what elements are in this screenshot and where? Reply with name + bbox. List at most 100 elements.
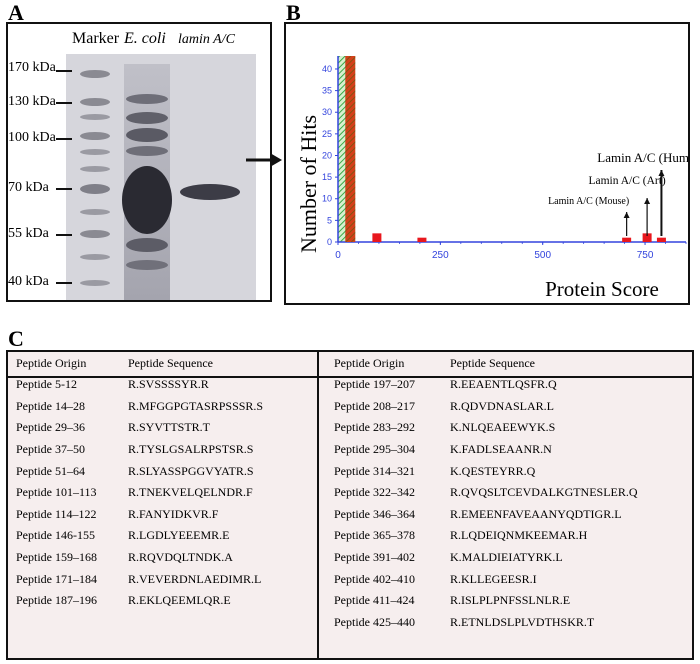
peptide-origin-cell: Peptide 411–424 bbox=[334, 593, 415, 608]
peptide-origin-cell: Peptide 365–378 bbox=[334, 528, 415, 543]
peptide-origin-cell: Peptide 391–402 bbox=[334, 550, 415, 565]
y-tick-label: 0 bbox=[327, 237, 332, 247]
peptide-origin-cell: Peptide 159–168 bbox=[16, 550, 97, 565]
y-tick-label: 35 bbox=[322, 86, 332, 96]
peptide-origin-cell: Peptide 322–342 bbox=[334, 485, 415, 500]
peptide-origin-cell: Peptide 5-12 bbox=[16, 377, 77, 392]
peptide-origin-cell: Peptide 425–440 bbox=[334, 614, 415, 629]
y-tick-label: 25 bbox=[322, 129, 332, 139]
peptide-origin-cell: Peptide 171–184 bbox=[16, 571, 97, 586]
peptide-sequence-cell: K.MALDIEIATYRK.L bbox=[450, 550, 563, 565]
marker-label: 70 kDa bbox=[8, 180, 49, 195]
y-tick-label: 20 bbox=[322, 150, 332, 160]
peptide-origin-cell: Peptide 208–217 bbox=[334, 398, 415, 413]
y-tick-label: 10 bbox=[322, 194, 332, 204]
panel-label-c: C bbox=[8, 326, 24, 351]
lane-label-lamin: lamin A/C bbox=[178, 32, 235, 47]
peptide-sequence-cell: R.KLLEGEESR.I bbox=[450, 571, 537, 586]
x-tick-label: 0 bbox=[335, 250, 341, 261]
table-row: Peptide 146-155 R.LGDLYEEEMR.E bbox=[8, 525, 318, 547]
x-tick-label: 500 bbox=[534, 250, 551, 261]
peptide-sequence-cell: R.MFGGPGTASRPSSSR.S bbox=[128, 398, 264, 413]
peptide-sequence-cell: R.ISLPLPNFSSLNLR.E bbox=[450, 593, 571, 608]
table-row: Peptide 51–64 R.SLYASSPGGVYATR.S bbox=[8, 460, 318, 482]
peptide-origin-cell: Peptide 295–304 bbox=[334, 442, 415, 457]
peptide-table-right: Peptide Origin Peptide Sequence Peptide … bbox=[326, 352, 694, 633]
peptide-origin-cell: Peptide 14–28 bbox=[16, 398, 85, 413]
table-row: Peptide 322–342 R.QVQSLTCEVDALKGTNESLER.Q bbox=[326, 482, 694, 504]
table-row: Peptide 14–28 R.MFGGPGTASRPSSSR.S bbox=[8, 396, 318, 418]
table-row: Peptide 283–292 K.NLQEAEEWYK.S bbox=[326, 417, 694, 439]
peptide-sequence-cell: R.QDVDNASLAR.L bbox=[450, 398, 555, 413]
peptide-sequence-cell: R.LQDEIQNMKEEMAR.H bbox=[450, 528, 588, 543]
histogram-bar bbox=[345, 56, 356, 242]
x-tick-label: 250 bbox=[432, 250, 449, 261]
y-tick-label: 40 bbox=[322, 64, 332, 74]
peptide-sequence-cell: R.VEVERDNLAEDIMR.L bbox=[128, 571, 262, 586]
table-row: Peptide 346–364 R.EMEENFAVEAANYQDTIGR.L bbox=[326, 504, 694, 526]
peptide-sequence-cell: R.EEAENTLQSFR.Q bbox=[450, 377, 557, 392]
column-header-sequence: Peptide Sequence bbox=[128, 355, 213, 370]
score-histogram: 0 5 10 15 20 25 30 35 40 0 250 500 750 Lamin A/C (Mo… bbox=[296, 56, 700, 301]
peptide-origin-cell: Peptide 283–292 bbox=[334, 420, 415, 435]
peptide-origin-cell: Peptide 114–122 bbox=[16, 506, 97, 521]
table-row: Peptide 114–122 R.FANYIDKVR.F bbox=[8, 504, 318, 526]
peptide-table-panel: Peptide Origin Peptide Sequence Peptide … bbox=[6, 350, 694, 660]
histogram-bar bbox=[372, 233, 382, 242]
peptide-sequence-cell: K.NLQEAEEWYK.S bbox=[450, 420, 556, 435]
table-row: Peptide 365–378 R.LQDEIQNMKEEMAR.H bbox=[326, 525, 694, 547]
peptide-origin-cell: Peptide 101–113 bbox=[16, 485, 97, 500]
table-row: Peptide 171–184 R.VEVERDNLAEDIMR.L bbox=[8, 568, 318, 590]
score-chart-panel: 0 5 10 15 20 25 30 35 40 0 250 500 750 Lamin A/C (Mo… bbox=[284, 22, 700, 305]
peptide-sequence-cell: R.FANYIDKVR.F bbox=[128, 506, 219, 521]
peptide-sequence-cell: R.SVSSSSYR.R bbox=[128, 377, 209, 392]
annotation-label: Lamin A/C (Human) bbox=[597, 150, 688, 165]
peptide-sequence-cell: R.ETNLDSLPLVDTHSKR.T bbox=[450, 614, 595, 629]
table-row: Peptide 411–424 R.ISLPLPNFSSLNLR.E bbox=[326, 590, 694, 612]
y-axis-label: Number of Hits bbox=[296, 115, 321, 253]
table-row: Peptide 159–168 R.RQVDQLTNDK.A bbox=[8, 547, 318, 569]
peptide-origin-cell: Peptide 37–50 bbox=[16, 442, 85, 457]
y-tick-label: 5 bbox=[327, 215, 332, 225]
histogram-bar bbox=[417, 237, 427, 242]
marker-label: 40 kDa bbox=[8, 274, 49, 289]
peptide-origin-cell: Peptide 146-155 bbox=[16, 528, 95, 543]
table-row: Peptide 208–217 R.QDVDNASLAR.L bbox=[326, 396, 694, 418]
peptide-origin-cell: Peptide 346–364 bbox=[334, 506, 415, 521]
table-row: Peptide 402–410 R.KLLEGEESR.I bbox=[326, 568, 694, 590]
peptide-origin-cell: Peptide 51–64 bbox=[16, 463, 85, 478]
peptide-sequence-cell: R.SYVTTSTR.T bbox=[128, 420, 211, 435]
histogram-bar bbox=[642, 233, 652, 242]
table-row: Peptide 197–207 R.EEAENTLQSFR.Q bbox=[326, 374, 694, 396]
lane-label-ecoli: E. coli bbox=[124, 30, 166, 47]
peptide-origin-cell: Peptide 29–36 bbox=[16, 420, 85, 435]
histogram-bar bbox=[656, 237, 666, 242]
table-row: Peptide 5-12 R.SVSSSSYR.R bbox=[8, 374, 318, 396]
column-header-sequence: Peptide Sequence bbox=[450, 355, 535, 370]
table-row: Peptide 391–402 K.MALDIEIATYRK.L bbox=[326, 547, 694, 569]
peptide-sequence-cell: R.TYSLGSALRPSTSR.S bbox=[128, 442, 254, 457]
annotation-label: Lamin A/C (Art) bbox=[588, 175, 665, 187]
marker-label: 170 kDa bbox=[8, 60, 56, 75]
annotation-arrow-icon bbox=[658, 170, 665, 176]
column-header-origin: Peptide Origin bbox=[16, 355, 87, 370]
x-tick-label: 750 bbox=[637, 250, 654, 261]
peptide-sequence-cell: R.LGDLYEEEMR.E bbox=[128, 528, 230, 543]
right-arrow-icon bbox=[246, 153, 282, 167]
table-row: Peptide 295–304 K.FADLSEAANR.N bbox=[326, 439, 694, 461]
peptide-sequence-cell: K.FADLSEAANR.N bbox=[450, 442, 552, 457]
peptide-sequence-cell: R.EMEENFAVEAANYQDTIGR.L bbox=[450, 506, 622, 521]
table-row: Peptide 314–321 K.QESTEYRR.Q bbox=[326, 460, 694, 482]
annotation-arrow-icon bbox=[644, 198, 651, 204]
peptide-sequence-cell: R.EKLQEEMLQR.E bbox=[128, 593, 231, 608]
table-row: Peptide 425–440 R.ETNLDSLPLVDTHSKR.T bbox=[326, 612, 694, 634]
panel-label-a: A bbox=[8, 0, 24, 25]
peptide-sequence-cell: R.QVQSLTCEVDALKGTNESLER.Q bbox=[450, 485, 638, 500]
column-header-origin: Peptide Origin bbox=[334, 355, 405, 370]
x-axis-label: Protein Score bbox=[545, 277, 659, 301]
peptide-sequence-cell: R.TNEKVELQELNDR.F bbox=[128, 485, 253, 500]
peptide-origin-cell: Peptide 197–207 bbox=[334, 377, 415, 392]
annotation-arrow-icon bbox=[623, 212, 630, 218]
y-tick-label: 30 bbox=[322, 107, 332, 117]
marker-label: 55 kDa bbox=[8, 226, 49, 241]
